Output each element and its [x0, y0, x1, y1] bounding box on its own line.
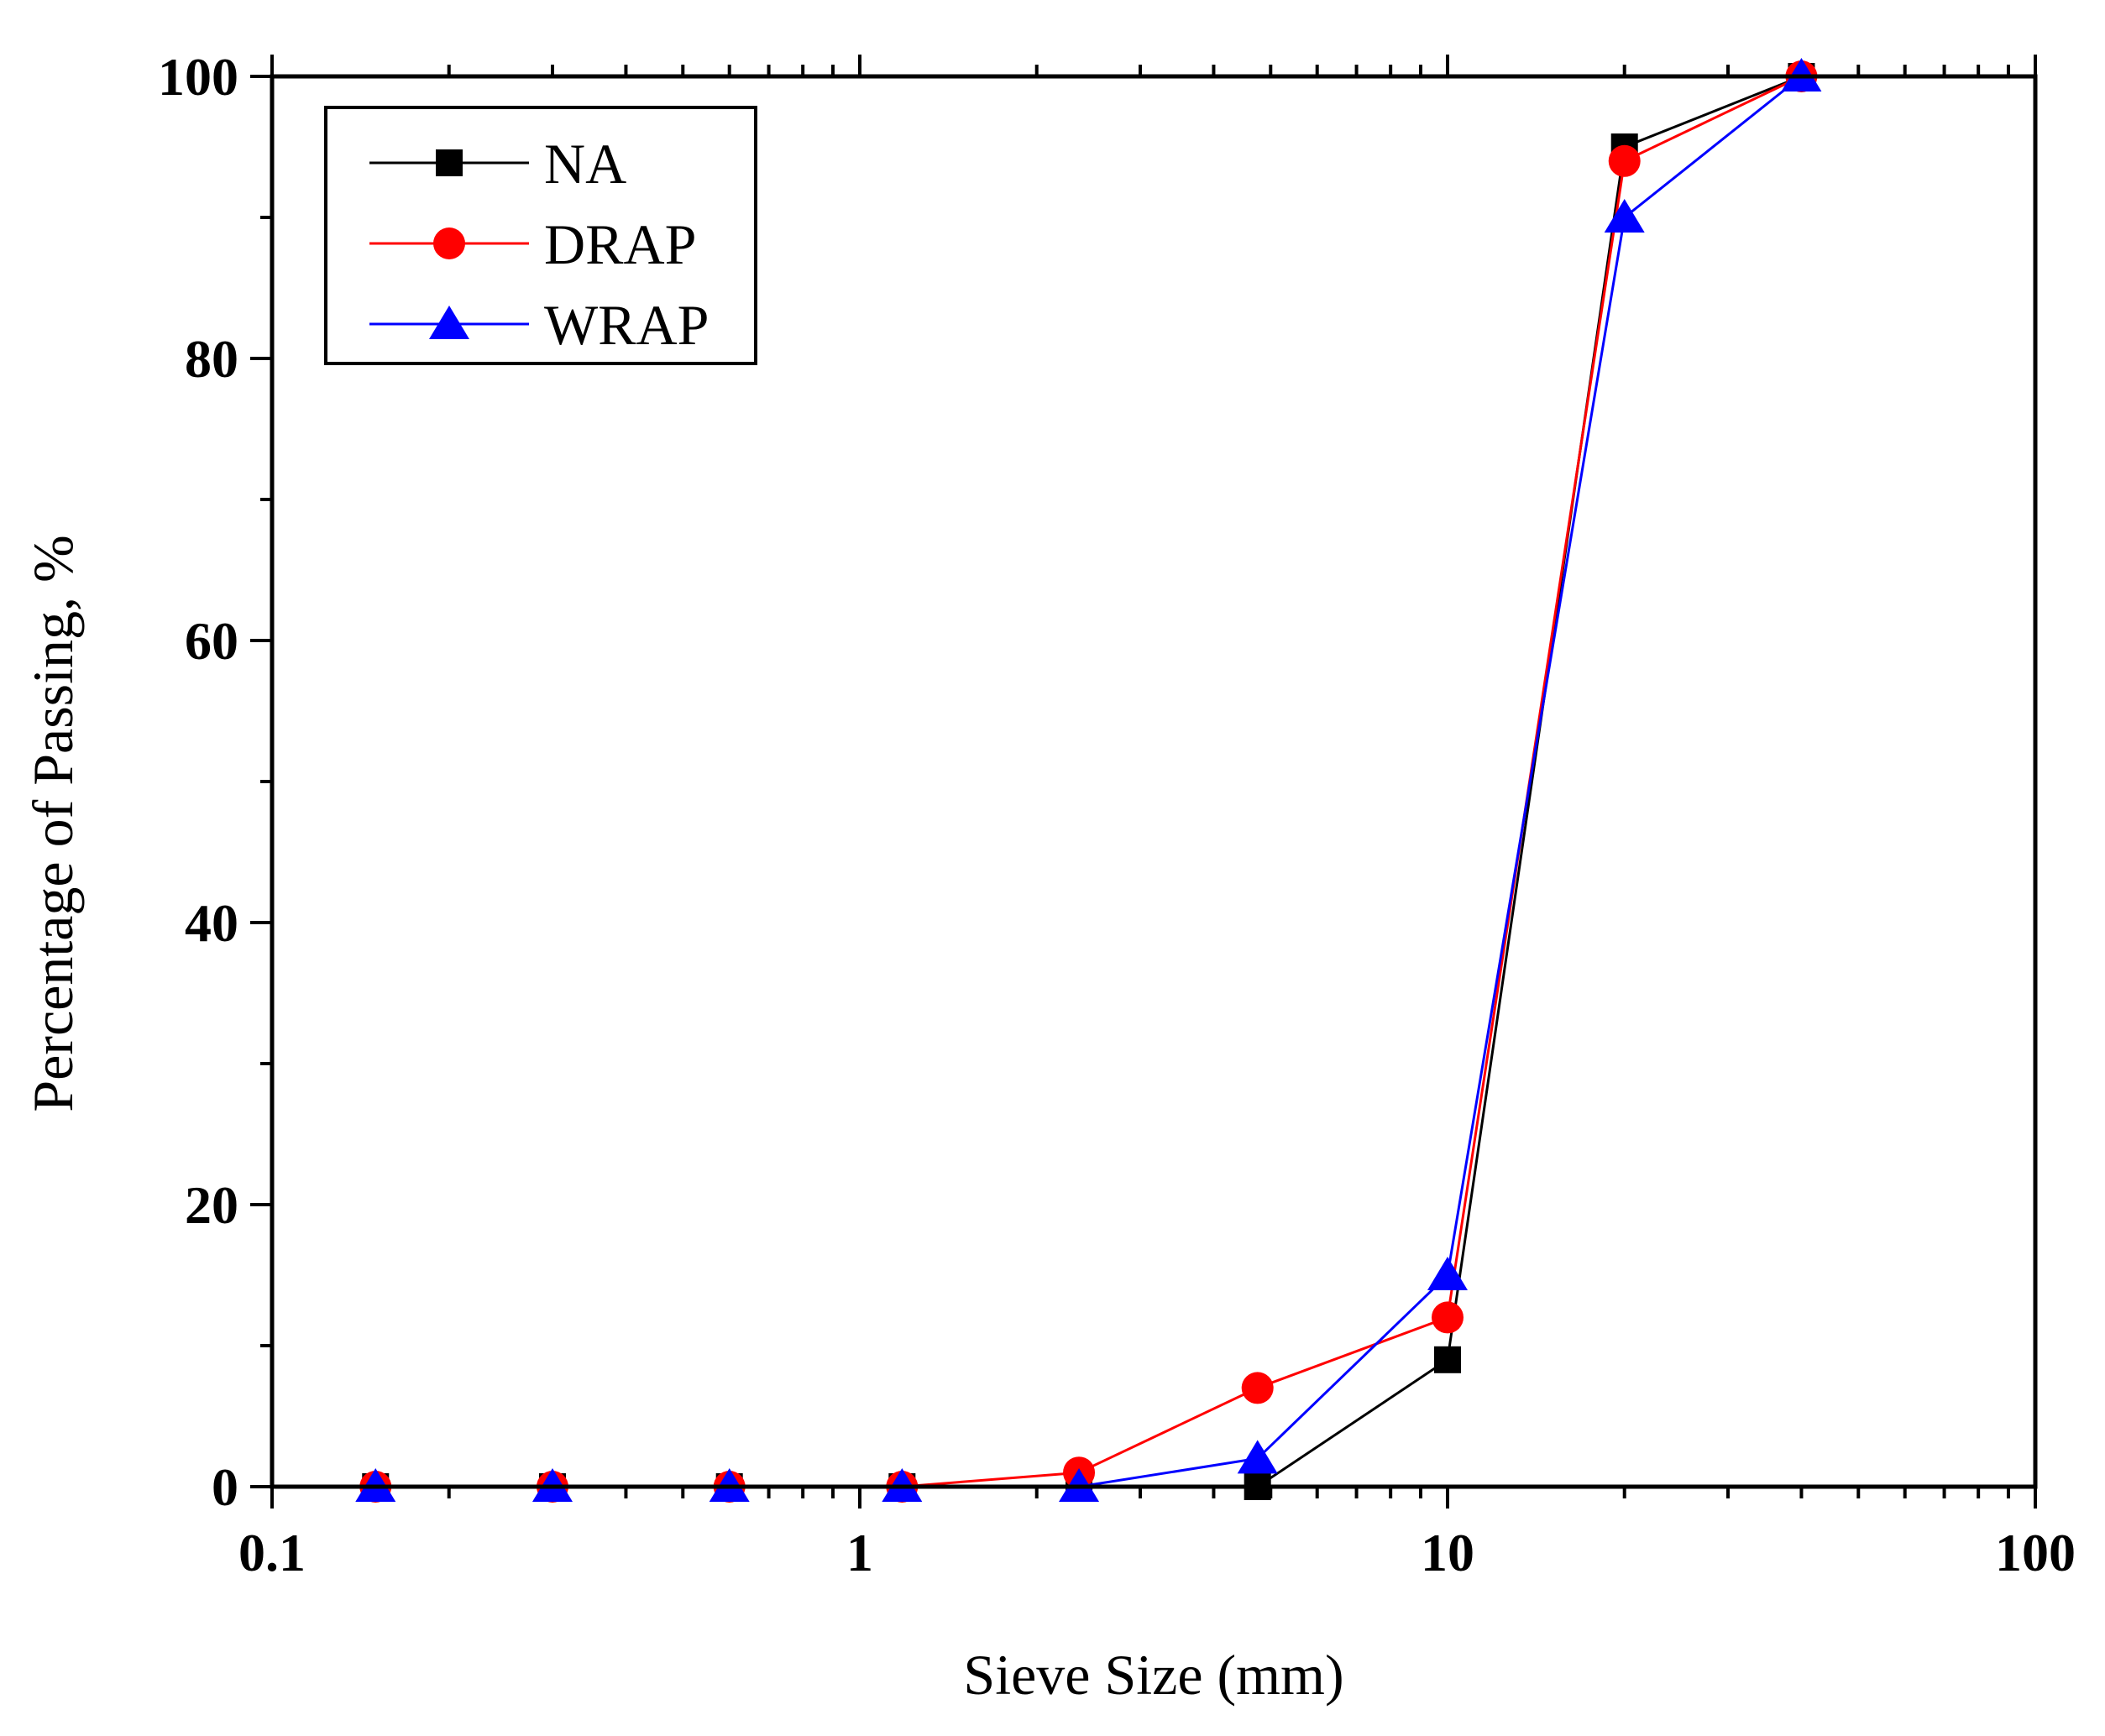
y-tick-label: 20 — [185, 1175, 238, 1235]
plot-frame — [270, 74, 2038, 1489]
legend-label-na: NA — [544, 132, 626, 196]
y-tick-label: 0 — [212, 1457, 238, 1517]
data-point-na — [1434, 1346, 1461, 1373]
y-axis-title: Percentage of Passing, % — [21, 535, 85, 1111]
legend-box — [324, 106, 757, 365]
legend-label-wrap: WRAP — [544, 293, 709, 357]
axis-tick-labels: 0.1 1 10 100 0 20 40 60 80 100 — [158, 47, 2076, 1582]
x-tick-label: 1 — [846, 1523, 873, 1582]
legend-marker-na — [436, 149, 463, 176]
data-point-wrap — [1604, 199, 1645, 233]
data-point-drap — [1241, 1372, 1274, 1404]
legend-marker-drap — [433, 227, 465, 259]
y-tick-label: 60 — [185, 611, 238, 671]
x-axis-title: Sieve Size (mm) — [963, 1643, 1343, 1707]
data-point-drap — [1608, 144, 1641, 177]
legend: NA DRAP WRAP — [324, 106, 757, 365]
y-tick-label: 100 — [158, 47, 238, 107]
data-point-drap — [1432, 1301, 1464, 1334]
x-tick-label: 100 — [1995, 1523, 2076, 1582]
y-tick-label: 80 — [185, 329, 238, 389]
legend-marker-wrap — [429, 306, 469, 339]
y-tick-label: 40 — [185, 893, 238, 953]
data-point-wrap — [1427, 1257, 1468, 1290]
data-point-wrap — [1237, 1440, 1278, 1474]
x-tick-label: 10 — [1421, 1523, 1474, 1582]
x-tick-label: 0.1 — [238, 1523, 306, 1582]
legend-label-drap: DRAP — [544, 212, 696, 276]
